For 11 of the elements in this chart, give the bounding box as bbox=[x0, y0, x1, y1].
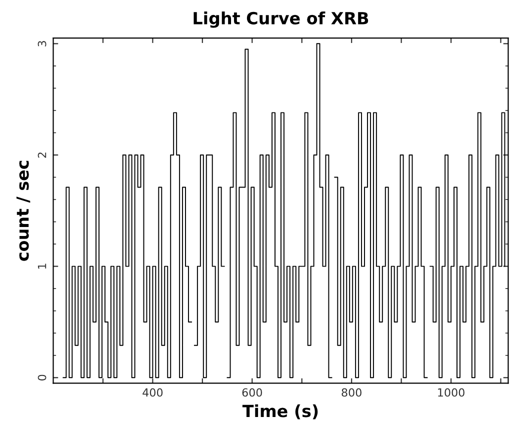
y-tick-label: 0 bbox=[38, 374, 46, 380]
x-tick-label: 800 bbox=[342, 388, 362, 397]
x-tick-label: 400 bbox=[142, 388, 163, 397]
x-tick-label: 1000 bbox=[438, 388, 464, 397]
chart-title: Light Curve of XRB bbox=[194, 12, 368, 28]
y-tick-label: 1 bbox=[38, 264, 46, 269]
y-tick-label: 2 bbox=[38, 152, 46, 158]
y-tick-label: 3 bbox=[38, 41, 46, 46]
x-axis-title: Time (s) bbox=[242, 404, 318, 420]
x-tick-label: 600 bbox=[242, 388, 262, 397]
y-axis-title: count / sec bbox=[16, 160, 30, 261]
